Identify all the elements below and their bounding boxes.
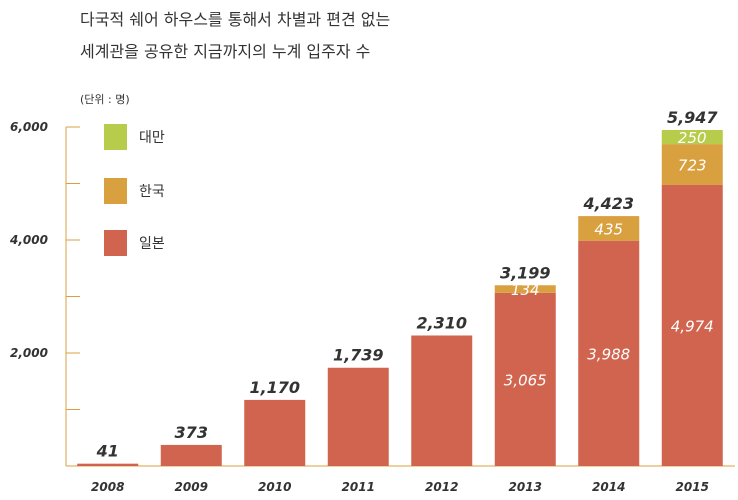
legend-label: 대만 <box>139 130 165 146</box>
bar-segment <box>244 399 306 466</box>
x-tick-label: 2008 <box>91 480 124 494</box>
total-label: 373 <box>175 423 208 442</box>
bar-segment <box>494 285 556 293</box>
total-label: 3,199 <box>500 263 551 282</box>
legend-label: 한국 <box>139 184 165 200</box>
total-label: 2,310 <box>416 313 467 332</box>
x-tick-label: 2014 <box>592 480 625 494</box>
x-tick-label: 2012 <box>425 480 458 494</box>
total-label: 41 <box>96 442 119 461</box>
bar-segment <box>578 240 640 466</box>
legend-swatch <box>104 178 127 204</box>
total-label: 1,170 <box>249 378 300 397</box>
bar-segment <box>327 367 389 466</box>
y-tick-label: 2,000 <box>10 346 48 360</box>
legend-swatch <box>104 230 127 256</box>
segment-value-label: 4,974 <box>671 317 714 335</box>
bar-segment <box>578 216 640 241</box>
unit-label: (단위 : 명) <box>80 93 130 106</box>
y-tick-label: 4,000 <box>9 233 48 247</box>
legend-label: 일본 <box>139 236 165 252</box>
bar-segment <box>160 444 222 466</box>
total-label: 4,423 <box>582 194 634 213</box>
segment-value-label: 134 <box>511 281 540 299</box>
x-tick-label: 2013 <box>509 480 542 494</box>
chart-title-line-1: 다국적 쉐어 하우스를 통해서 차별과 편견 없는 <box>80 10 391 29</box>
bar-segment <box>411 335 473 466</box>
segment-value-label: 723 <box>678 157 707 175</box>
bar-segment <box>77 463 139 466</box>
x-tick-label: 2015 <box>676 480 709 494</box>
segment-value-label: 250 <box>678 129 707 147</box>
y-tick-label: 6,000 <box>10 120 48 134</box>
total-label: 5,947 <box>667 108 718 127</box>
chart-title-line-2: 세계관을 공유한 지금까지의 누계 입주자 수 <box>80 42 371 61</box>
x-tick-label: 2010 <box>258 480 291 494</box>
segment-value-label: 3,988 <box>587 345 630 363</box>
legend-swatch <box>104 124 127 150</box>
segment-value-label: 435 <box>594 220 623 238</box>
segment-value-label: 3,065 <box>504 371 547 389</box>
bars-group <box>77 129 723 466</box>
total-label: 1,739 <box>333 346 384 365</box>
bar-segment <box>661 184 723 466</box>
bar-segment <box>661 144 723 185</box>
x-tick-label: 2011 <box>342 480 375 494</box>
x-tick-label: 2009 <box>175 480 208 494</box>
bar-segment <box>494 292 556 466</box>
bar-segment <box>661 129 723 145</box>
